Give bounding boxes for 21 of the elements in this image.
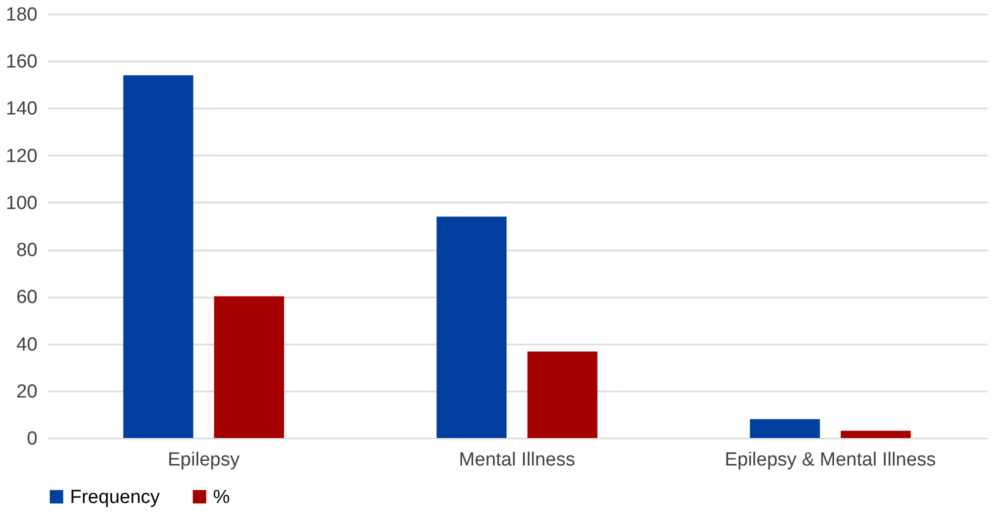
y-tick-label: 100 xyxy=(6,192,38,214)
y-tick-label: 60 xyxy=(16,287,38,308)
x-tick-label: Mental Illness xyxy=(458,450,576,470)
y-tick-label: 120 xyxy=(6,146,38,167)
bar xyxy=(214,296,284,438)
bar xyxy=(840,430,911,438)
y-tick-label: 0 xyxy=(26,428,38,450)
legend-label: Frequency xyxy=(70,486,160,508)
x-tick-label: Epilepsy & Mental Illness xyxy=(724,450,936,470)
y-tick-label: 40 xyxy=(16,334,38,356)
y-tick-label: 180 xyxy=(6,4,38,26)
bar xyxy=(750,419,820,438)
x-tick-label: Epilepsy xyxy=(168,450,240,470)
bar xyxy=(436,216,507,438)
legend-label: % xyxy=(213,486,230,508)
bar xyxy=(123,75,194,438)
y-tick-label: 20 xyxy=(16,381,38,402)
y-tick-label: 80 xyxy=(16,240,38,262)
bar xyxy=(527,352,598,438)
y-tick-label: 140 xyxy=(6,98,38,120)
y-tick-label: 160 xyxy=(6,52,38,73)
